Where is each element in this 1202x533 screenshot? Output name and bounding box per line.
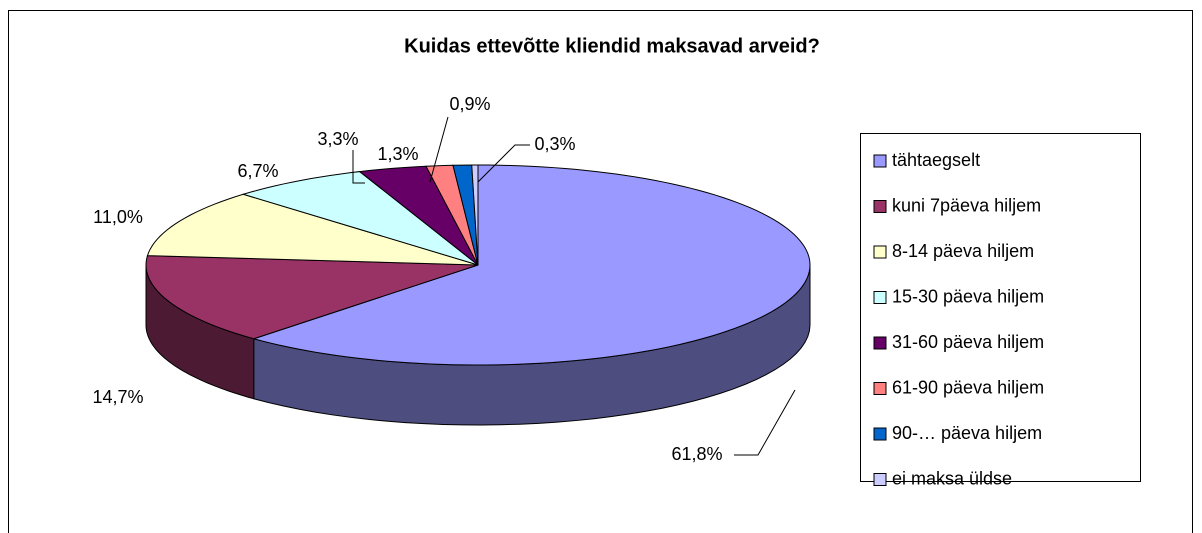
data-label: 6,7%	[237, 161, 278, 181]
legend-swatch	[873, 245, 887, 259]
chart-title: Kuidas ettevõtte kliendid maksavad arvei…	[404, 35, 820, 57]
legend-swatch	[873, 154, 887, 168]
legend-label: 90-… päeva hiljem	[892, 423, 1042, 443]
legend-label: 61-90 päeva hiljem	[892, 377, 1044, 397]
legend-swatch	[873, 200, 887, 213]
data-label: 1,3%	[377, 144, 418, 164]
slice	[252, 164, 811, 366]
chart-frame	[8, 10, 1193, 533]
legend-label: ei maksa üldse	[892, 468, 1012, 488]
legend-label: 15-30 päeva hiljem	[892, 286, 1044, 306]
leader-line	[429, 116, 449, 183]
legend-swatch	[873, 336, 887, 350]
legend-swatch	[873, 382, 887, 395]
legend-label: 8-14 päeva hiljem	[892, 241, 1034, 261]
slice	[146, 193, 479, 266]
slice	[241, 171, 479, 266]
data-label: 61,8%	[671, 444, 722, 464]
legend-label: 31-60 päeva hiljem	[892, 332, 1044, 352]
leader-line	[477, 144, 530, 183]
legend-label: kuni 7päeva hiljem	[892, 195, 1041, 215]
slice	[145, 255, 479, 340]
slice	[358, 165, 479, 266]
legend-label: tähtaegselt	[892, 150, 980, 170]
legend-swatch	[873, 427, 887, 441]
slice	[471, 164, 479, 266]
legend-swatch	[873, 291, 887, 304]
leader-line	[352, 150, 365, 184]
legend-box	[860, 133, 1141, 482]
leader-line	[734, 389, 796, 456]
data-label: 3,3%	[317, 129, 358, 149]
data-label: 11,0%	[93, 207, 143, 227]
legend-swatch	[873, 473, 887, 486]
data-label: 0,3%	[534, 134, 575, 154]
data-label: 14,7%	[92, 387, 143, 407]
data-label: 0,9%	[449, 94, 490, 114]
